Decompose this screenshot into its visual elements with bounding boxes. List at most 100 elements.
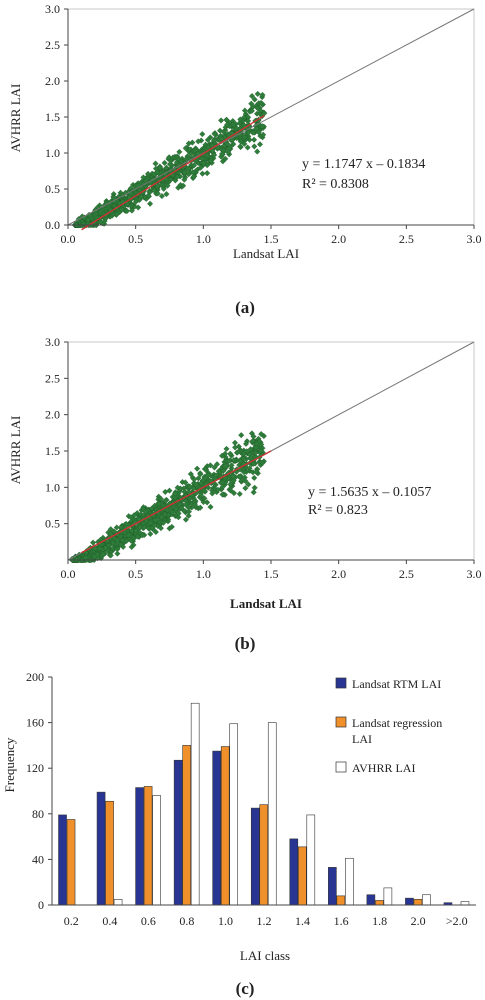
regression-line	[81, 450, 272, 554]
y-tick-label: 0.5	[45, 517, 60, 531]
y-tick-label: 2.5	[45, 38, 60, 52]
x-tick-label: 0.2	[64, 914, 79, 928]
data-point	[167, 500, 174, 507]
bar	[135, 787, 144, 906]
x-tick-label: 1.0	[196, 232, 211, 246]
data-point	[155, 500, 162, 507]
scatter-panel-b: 0.0 0.5 1.0 1.5 2.0 2.5 3.00.51.01.52.02.53.0 …	[8, 335, 482, 653]
data-point	[187, 471, 194, 478]
data-point	[251, 474, 258, 481]
data-point	[176, 501, 183, 508]
legend-swatch	[335, 677, 347, 689]
data-point	[157, 495, 164, 502]
data-point	[182, 145, 189, 152]
data-point	[175, 156, 182, 163]
data-point	[152, 528, 159, 536]
data-point	[256, 141, 263, 148]
data-point	[185, 508, 192, 515]
data-point	[199, 170, 206, 177]
data-point	[213, 472, 220, 479]
data-point	[169, 509, 176, 516]
bar-panel-c: 0.2 0.4 0.6 0.8 1.0 1.2 1.4 1.6 1.8 2.0 >2.0 0 40 80 1…	[2, 670, 476, 998]
data-point	[194, 465, 201, 472]
data-point	[148, 505, 155, 512]
one-to-one-line	[67, 8, 475, 226]
data-point	[147, 520, 154, 527]
r2-b: R² = 0.823	[308, 503, 368, 518]
data-point	[90, 539, 97, 546]
data-point	[211, 464, 218, 471]
data-point	[220, 128, 227, 135]
data-point	[244, 144, 251, 151]
x-tick-label: 0.4	[102, 914, 117, 928]
equation-a: y = 1.1747 x – 0.1834	[302, 157, 425, 172]
axes-c: 0.2 0.4 0.6 0.8 1.0 1.2 1.4 1.6 1.8 2.0 >2.0 0 40 80 1…	[26, 670, 476, 928]
data-point	[243, 440, 250, 447]
data-point	[181, 508, 188, 515]
legend-swatch	[335, 761, 347, 773]
data-point	[94, 551, 101, 558]
x-tick-label: 0.6	[141, 914, 156, 928]
data-point	[123, 208, 131, 215]
data-point	[241, 107, 248, 114]
data-point	[240, 114, 248, 121]
data-point	[185, 165, 192, 172]
data-point	[125, 532, 132, 539]
data-point	[248, 93, 256, 100]
legend-label: AVHRR LAI	[352, 761, 415, 775]
bar	[152, 795, 161, 906]
data-point	[237, 126, 244, 133]
data-point	[190, 173, 197, 180]
data-point	[200, 499, 207, 506]
data-point	[191, 147, 198, 154]
regression-line	[81, 114, 265, 231]
data-point	[138, 193, 145, 201]
data-point	[253, 468, 260, 475]
data-point	[245, 481, 252, 488]
data-point	[131, 519, 138, 526]
data-point	[253, 125, 260, 132]
data-point	[143, 518, 150, 525]
data-point	[237, 138, 244, 145]
data-point	[211, 151, 218, 159]
data-point	[219, 452, 226, 459]
data-point	[128, 207, 135, 214]
data-point	[164, 182, 171, 189]
data-point	[207, 503, 214, 510]
data-point	[211, 130, 218, 137]
x-tick-label: 0.5	[128, 232, 143, 246]
bar	[345, 857, 354, 906]
data-point	[259, 123, 266, 130]
y-tick-label: 200	[26, 670, 44, 684]
bar	[297, 846, 307, 906]
data-point	[227, 481, 234, 488]
x-tick-label: 2.0	[331, 232, 346, 246]
x-tick-label: 1.0	[218, 914, 233, 928]
data-point	[164, 507, 171, 514]
x-tick-label: 0.5	[128, 567, 143, 581]
data-point	[139, 532, 146, 539]
data-point	[199, 131, 206, 138]
data-point	[80, 221, 87, 228]
data-point	[232, 444, 239, 451]
data-point	[250, 460, 257, 467]
data-point	[220, 467, 227, 474]
data-point	[154, 169, 161, 176]
data-point	[173, 505, 180, 512]
data-point	[162, 497, 169, 504]
data-point	[186, 495, 193, 502]
data-point	[171, 494, 178, 501]
data-point	[228, 462, 235, 469]
data-point	[102, 545, 109, 552]
data-point	[140, 174, 147, 181]
data-point	[166, 487, 173, 494]
data-point	[182, 479, 189, 486]
data-point	[258, 447, 265, 454]
data-point	[250, 433, 257, 440]
x-tick-label: 3.0	[467, 232, 482, 246]
data-point	[205, 472, 212, 479]
data-point	[113, 524, 120, 531]
data-point	[107, 552, 114, 559]
data-point	[92, 545, 99, 552]
data-point	[128, 543, 135, 550]
